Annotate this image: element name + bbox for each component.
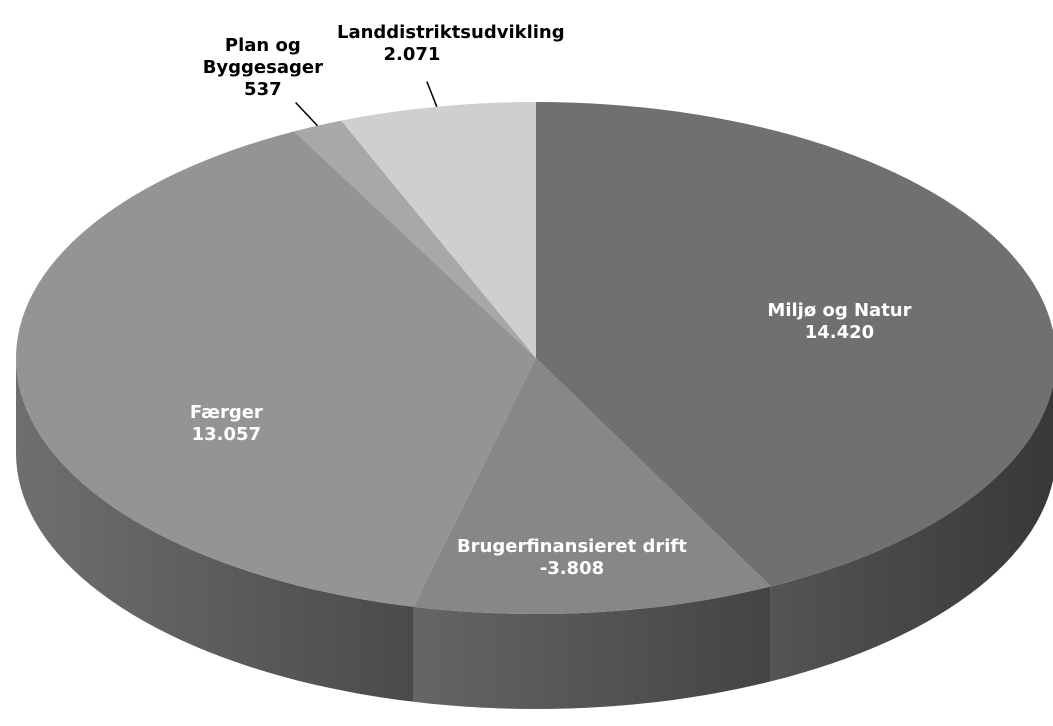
data-label: Plan og Byggesager 537 bbox=[188, 35, 338, 101]
data-label: Landdistriktsudvikling 2.071 bbox=[336, 21, 565, 66]
label-value: 14.420 bbox=[804, 322, 875, 344]
label-value: 13.057 bbox=[191, 424, 262, 446]
label-value: 2.071 bbox=[383, 43, 441, 65]
pie-slice bbox=[413, 358, 771, 614]
label-value: 537 bbox=[244, 78, 282, 100]
pie-side bbox=[16, 358, 414, 702]
leader-line bbox=[426, 81, 438, 107]
pie-slice bbox=[294, 120, 536, 358]
leader-line bbox=[295, 101, 319, 127]
label-value: -3.808 bbox=[539, 558, 605, 580]
pie-side bbox=[770, 385, 1053, 682]
data-label: Færger 13.057 bbox=[106, 402, 346, 446]
pie-side bbox=[413, 586, 771, 709]
pie-slice bbox=[16, 131, 537, 607]
data-label: Miljø og Natur 14.420 bbox=[719, 300, 959, 344]
label-category: Plan og Byggesager bbox=[202, 34, 323, 78]
data-label: Brugerfinansieret drift -3.808 bbox=[452, 536, 692, 580]
label-category: Brugerfinansieret drift bbox=[456, 536, 687, 558]
pie-slice bbox=[536, 102, 1053, 587]
label-category: Miljø og Natur bbox=[767, 300, 912, 322]
label-category: Landdistriktsudvikling bbox=[336, 21, 565, 43]
label-category: Færger bbox=[189, 402, 263, 424]
pie-slice bbox=[341, 102, 536, 358]
